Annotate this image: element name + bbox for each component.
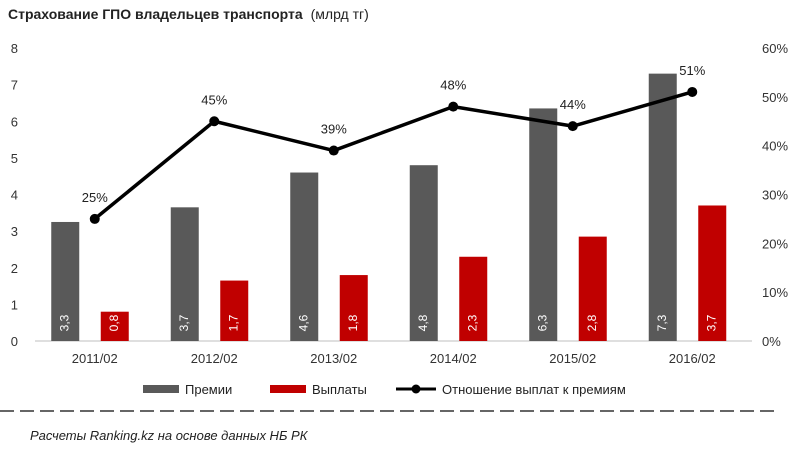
legend-label-vyplaty: Выплаты xyxy=(312,382,367,397)
y-right-tick-label: 30% xyxy=(762,188,788,203)
y-left-tick-label: 4 xyxy=(11,188,18,203)
ratio-data-label: 45% xyxy=(201,92,227,107)
legend-swatch-vyplaty xyxy=(270,385,306,393)
y-left-tick-label: 1 xyxy=(11,297,18,312)
bar-premii xyxy=(51,221,80,341)
bar-premii-label: 3,3 xyxy=(57,314,71,331)
chart-title-text: Страхование ГПО владельцев транспорта xyxy=(8,6,303,22)
bar-vyplaty xyxy=(339,275,368,341)
ratio-point xyxy=(567,121,578,132)
ratio-point xyxy=(209,116,220,127)
legend-swatch-premii xyxy=(143,385,179,393)
y-right-tick-label: 10% xyxy=(762,285,788,300)
source-note: Расчеты Ranking.kz на основе данных НБ Р… xyxy=(30,428,308,443)
ratio-point xyxy=(687,86,698,97)
ratio-data-label: 48% xyxy=(440,78,466,93)
y-right-tick-label: 60% xyxy=(762,41,788,56)
bar-vyplaty-label: 3,7 xyxy=(704,314,718,331)
legend-label-ratio: Отношение выплат к премиям xyxy=(442,382,626,397)
ratio-data-label: 25% xyxy=(82,190,108,205)
y-right-tick-label: 50% xyxy=(762,90,788,105)
chart-title: Страхование ГПО владельцев транспорта (мл… xyxy=(8,6,369,22)
bar-vyplaty-label: 1,8 xyxy=(346,314,360,331)
y-right-tick-label: 0% xyxy=(762,334,781,349)
bar-vyplaty xyxy=(459,256,488,341)
bar-premii xyxy=(529,108,558,342)
y-left-tick-label: 5 xyxy=(11,151,18,166)
bar-premii xyxy=(409,165,438,341)
y-right-tick-label: 40% xyxy=(762,139,788,154)
bar-vyplaty xyxy=(698,205,727,341)
x-tick-label: 2015/02 xyxy=(549,351,596,366)
chart-title-unit: (млрд тг) xyxy=(310,6,369,22)
y-left-tick-label: 2 xyxy=(11,261,18,276)
bar-premii xyxy=(290,172,319,341)
bar-vyplaty-label: 0,8 xyxy=(107,314,121,331)
ratio-data-label: 44% xyxy=(560,97,586,112)
x-tick-label: 2012/02 xyxy=(191,351,238,366)
ratio-data-label: 51% xyxy=(679,63,705,78)
ratio-point xyxy=(448,101,459,112)
bar-premii xyxy=(170,207,199,341)
bar-premii xyxy=(648,73,677,341)
ratio-line xyxy=(93,90,693,221)
bar-vyplaty-label: 2,8 xyxy=(585,314,599,331)
y-left-tick-label: 8 xyxy=(11,41,18,56)
bar-premii-label: 4,6 xyxy=(296,314,310,331)
x-tick-label: 2016/02 xyxy=(669,351,716,366)
ratio-point xyxy=(89,213,100,224)
y-left-tick-label: 3 xyxy=(11,224,18,239)
y-right-tick-label: 20% xyxy=(762,236,788,251)
bar-premii-label: 3,7 xyxy=(177,314,191,331)
legend-swatch-ratio-marker xyxy=(411,384,421,394)
ratio-point xyxy=(328,145,339,156)
ratio-data-label: 39% xyxy=(321,122,347,137)
bar-vyplaty-label: 1,7 xyxy=(226,314,240,331)
bar-vyplaty-label: 2,3 xyxy=(465,314,479,331)
bar-vyplaty xyxy=(578,236,607,341)
x-tick-label: 2014/02 xyxy=(430,351,477,366)
bar-vyplaty xyxy=(220,280,249,341)
y-left-tick-label: 0 xyxy=(11,334,18,349)
x-tick-label: 2011/02 xyxy=(72,351,118,366)
y-left-tick-label: 7 xyxy=(11,78,18,93)
bar-vyplaty xyxy=(100,311,129,341)
bar-premii-label: 7,3 xyxy=(655,314,669,331)
x-tick-label: 2013/02 xyxy=(310,351,357,366)
legend-label-premii: Премии xyxy=(185,382,232,397)
bar-premii-label: 4,8 xyxy=(416,314,430,331)
bar-premii-label: 6,3 xyxy=(535,314,549,331)
y-left-tick-label: 6 xyxy=(11,114,18,129)
